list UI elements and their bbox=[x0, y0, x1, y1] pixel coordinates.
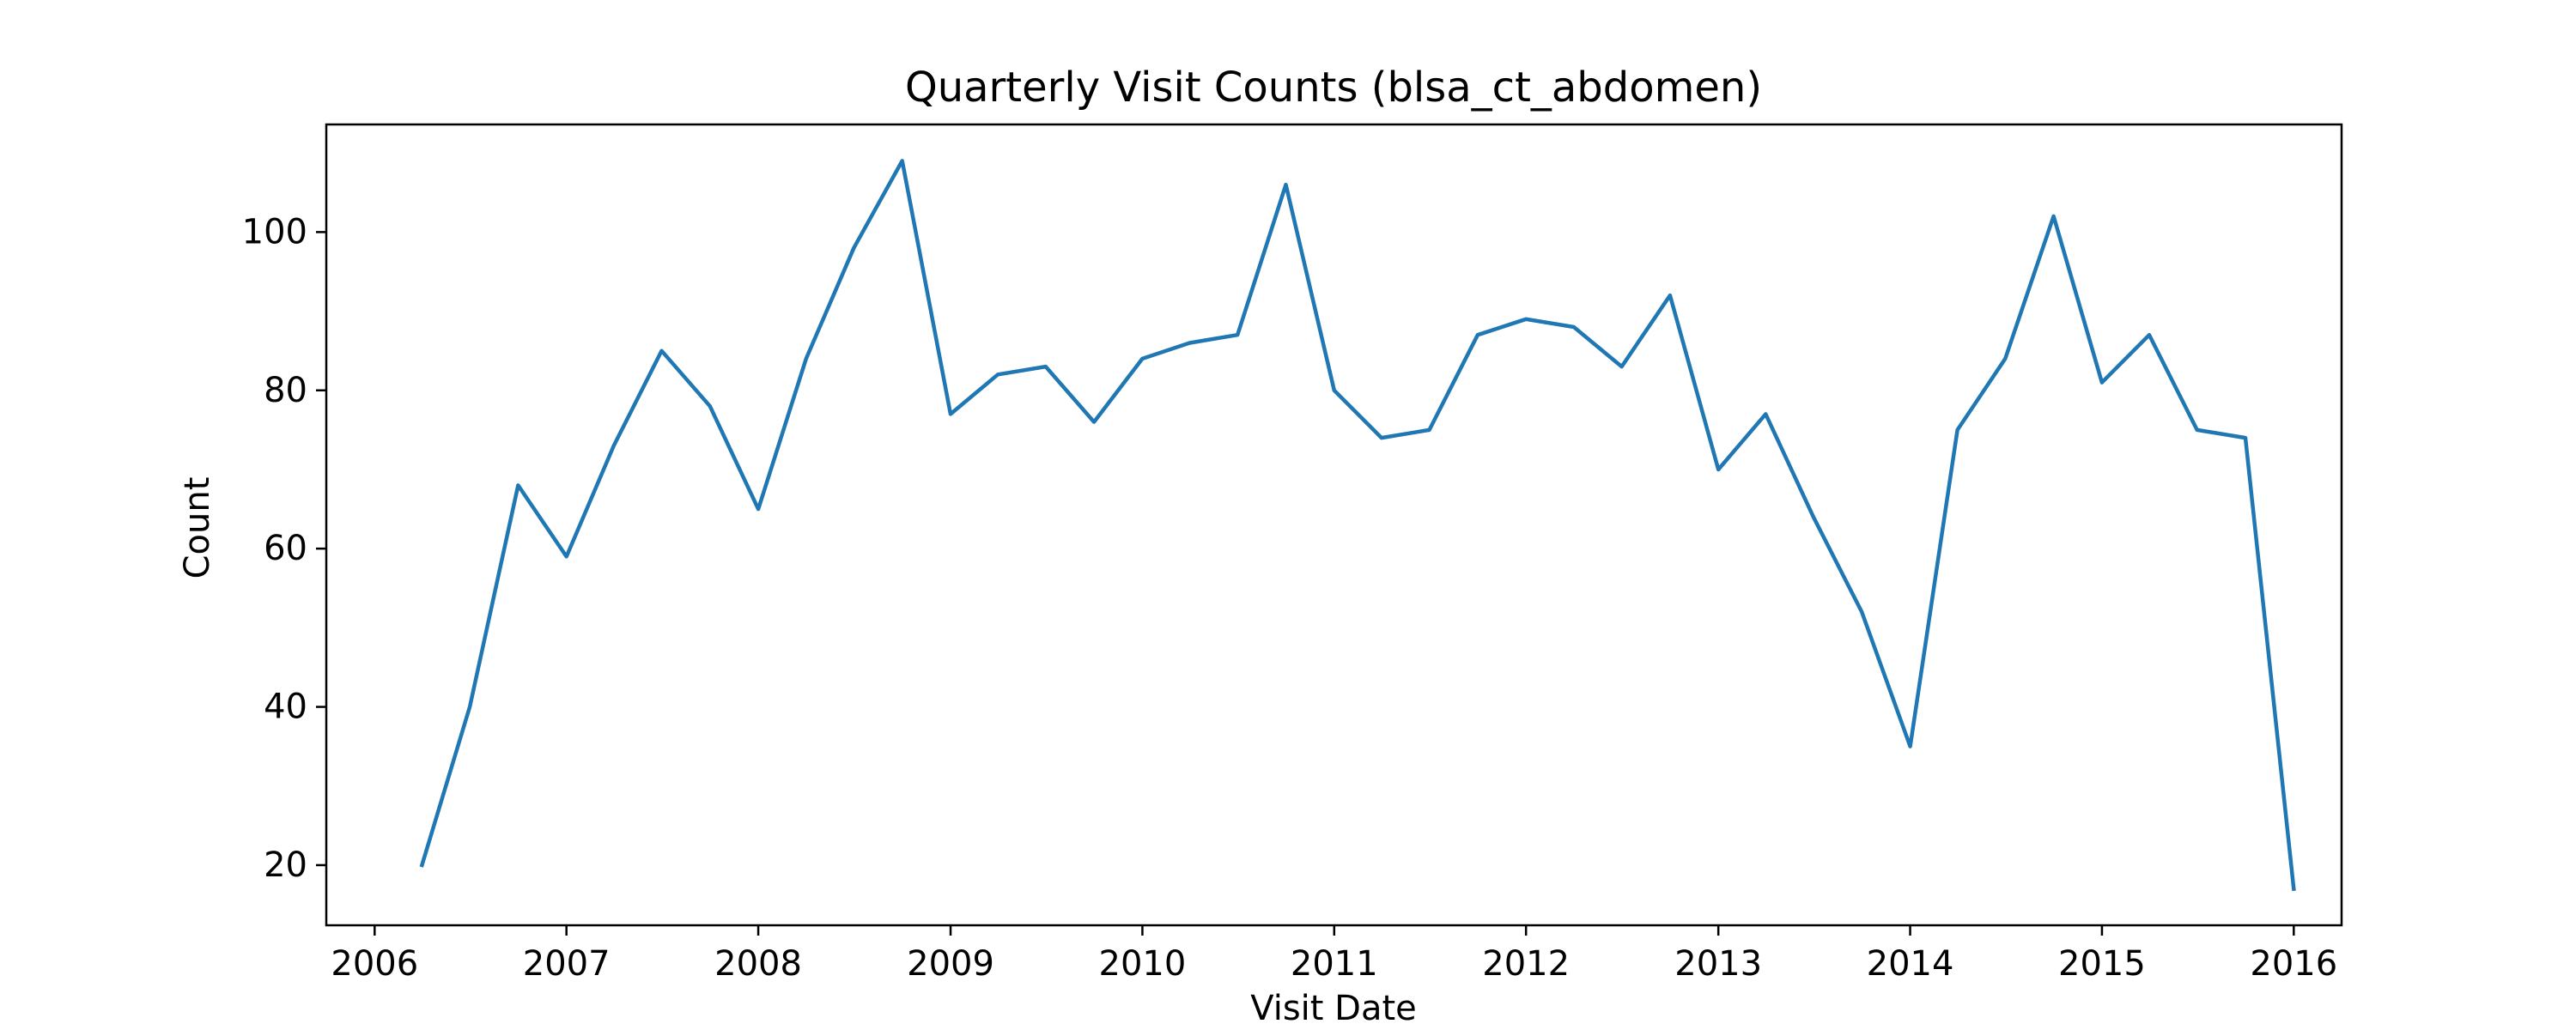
x-tick-label: 2008 bbox=[714, 944, 802, 984]
y-tick-label: 60 bbox=[264, 529, 307, 568]
x-tick-label: 2010 bbox=[1099, 944, 1187, 984]
chart-title: Quarterly Visit Counts (blsa_ct_abdomen) bbox=[905, 64, 1762, 112]
x-tick-label: 2009 bbox=[907, 944, 994, 984]
x-axis-label: Visit Date bbox=[1250, 989, 1417, 1028]
series-layer bbox=[419, 159, 2296, 892]
x-tick-label: 2015 bbox=[2058, 944, 2146, 984]
x-tick-label: 2011 bbox=[1291, 944, 1378, 984]
x-tick-label: 2012 bbox=[1482, 944, 1570, 984]
series-line bbox=[419, 159, 2296, 892]
y-tick-label: 100 bbox=[242, 212, 307, 251]
plot-frame bbox=[325, 123, 2343, 927]
y-axis: 20 40 60 80 100 bbox=[242, 212, 326, 885]
x-tick-label: 2007 bbox=[523, 944, 611, 984]
x-axis: 2006 2007 2008 2009 2010 2011 2012 2013 2014 2015… bbox=[331, 925, 2337, 984]
x-tick-label: 2006 bbox=[331, 944, 418, 984]
x-tick-label: 2014 bbox=[1867, 944, 1954, 984]
x-tick-label: 2016 bbox=[2250, 944, 2337, 984]
y-tick-label: 80 bbox=[264, 371, 307, 410]
x-tick-label: 2013 bbox=[1674, 944, 1762, 984]
y-tick-label: 40 bbox=[264, 688, 307, 727]
y-axis-label: Count bbox=[178, 477, 217, 579]
plot-area bbox=[325, 123, 2343, 927]
y-tick-label: 20 bbox=[264, 845, 307, 885]
